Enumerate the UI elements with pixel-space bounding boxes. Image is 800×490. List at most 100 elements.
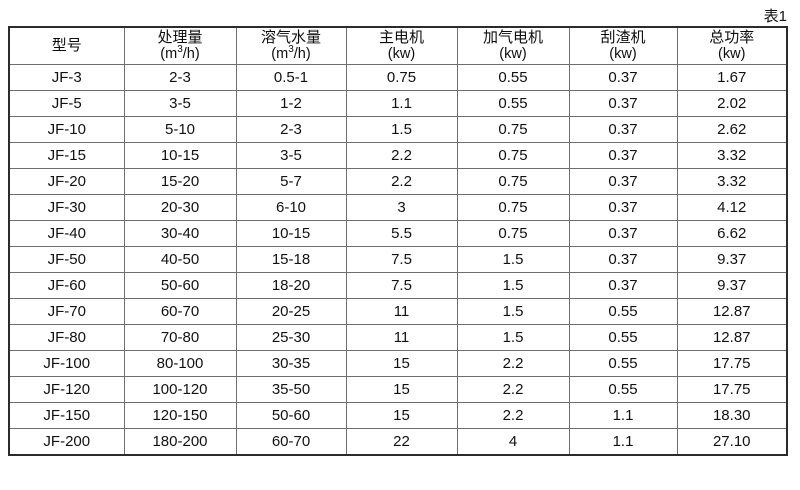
table-cell: 7.5	[345, 272, 458, 299]
table-cell: 0.37	[568, 246, 678, 273]
table-cell: 0.55	[568, 350, 678, 377]
table-row: JF-10 5-10 2-3 1.5 0.75 0.37 2.62	[8, 116, 788, 143]
table-row: JF-30 20-30 6-10 3 0.75 0.37 4.12	[8, 194, 788, 221]
table-row: JF-120 100-120 35-50 15 2.2 0.55 17.75	[8, 376, 788, 403]
table-row: JF-20 15-20 5-7 2.2 0.75 0.37 3.32	[8, 168, 788, 195]
column-header: 总功率 (kw)	[676, 26, 788, 65]
table-cell: 25-30	[235, 324, 347, 351]
column-header: 处理量 (m3/h)	[123, 26, 237, 65]
table-cell: 3	[345, 194, 458, 221]
table-cell: 0.75	[456, 168, 570, 195]
table-cell: 0.55	[456, 64, 570, 91]
spec-table-header: 型号 处理量 (m3/h) 溶气水量 (m3/h) 主电机 (kw) 加气电机 (kw) 刮渣机(…	[8, 26, 788, 65]
table-cell: 120-150	[123, 402, 237, 429]
table-cell: 7.5	[345, 246, 458, 273]
table-cell: 10-15	[123, 142, 237, 169]
table-cell: JF-70	[8, 298, 125, 325]
table-cell: 40-50	[123, 246, 237, 273]
table-cell: 22	[345, 428, 458, 456]
column-header: 溶气水量 (m3/h)	[235, 26, 347, 65]
table-cell: 27.10	[676, 428, 788, 456]
table-cell: 2.2	[456, 350, 570, 377]
table-cell: 15	[345, 402, 458, 429]
table-cell: 15	[345, 376, 458, 403]
table-row: JF-3 2-3 0.5-1 0.75 0.55 0.37 1.67	[8, 64, 788, 91]
table-cell: JF-200	[8, 428, 125, 456]
table-row: JF-40 30-40 10-15 5.5 0.75 0.37 6.62	[8, 220, 788, 247]
table-cell: 0.37	[568, 194, 678, 221]
table-cell: JF-20	[8, 168, 125, 195]
table-cell: 20-25	[235, 298, 347, 325]
table-cell: 20-30	[123, 194, 237, 221]
table-cell: 12.87	[676, 324, 788, 351]
column-header-label: 型号	[51, 37, 82, 55]
table-cell: 1.5	[456, 272, 570, 299]
table-cell: 0.55	[568, 376, 678, 403]
table-cell: JF-30	[8, 194, 125, 221]
table-cell: 3.32	[676, 168, 788, 195]
table-cell: 18.30	[676, 402, 788, 429]
table-cell: 12.87	[676, 298, 788, 325]
table-cell: 60-70	[123, 298, 237, 325]
spec-table: 型号 处理量 (m3/h) 溶气水量 (m3/h) 主电机 (kw) 加气电机 (kw) 刮渣机(…	[8, 26, 788, 456]
table-cell: 4.12	[676, 194, 788, 221]
table-row: JF-5 3-5 1-2 1.1 0.55 0.37 2.02	[8, 90, 788, 117]
table-cell: 2.2	[345, 168, 458, 195]
table-row: JF-80 70-80 25-30 11 1.5 0.55 12.87	[8, 324, 788, 351]
table-cell: 0.37	[568, 272, 678, 299]
table-cell: 0.37	[568, 220, 678, 247]
column-header-label: 主电机	[378, 29, 424, 47]
column-header-unit: (kw)	[718, 46, 746, 63]
table-cell: 0.75	[456, 220, 570, 247]
table-cell: 0.75	[456, 116, 570, 143]
table-cell: 70-80	[123, 324, 237, 351]
column-header-unit: (m3/h)	[271, 44, 311, 63]
table-cell: 0.37	[568, 90, 678, 117]
table-cell: 0.55	[456, 90, 570, 117]
table-cell: 0.37	[568, 116, 678, 143]
table-cell: 1.1	[568, 402, 678, 429]
column-header-unit: (m3/h)	[160, 44, 200, 63]
table-row: JF-15 10-15 3-5 2.2 0.75 0.37 3.32	[8, 142, 788, 169]
table-cell: 50-60	[235, 402, 347, 429]
column-header: 型号	[8, 26, 125, 65]
table-cell: 3-5	[123, 90, 237, 117]
table-cell: JF-80	[8, 324, 125, 351]
table-cell: 6-10	[235, 194, 347, 221]
table-cell: 11	[345, 298, 458, 325]
table-cell: 17.75	[676, 376, 788, 403]
table-cell: 9.37	[676, 272, 788, 299]
table-cell: 2.2	[345, 142, 458, 169]
table-cell: JF-5	[8, 90, 125, 117]
column-header-unit: (kw)	[499, 46, 527, 63]
table-cell: 1.1	[345, 90, 458, 117]
table-cell: 15-18	[235, 246, 347, 273]
table-cell: 0.37	[568, 142, 678, 169]
table-cell: 60-70	[235, 428, 347, 456]
column-header-label: 总功率	[709, 29, 755, 47]
table-row: JF-70 60-70 20-25 11 1.5 0.55 12.87	[8, 298, 788, 325]
table-cell: 3-5	[235, 142, 347, 169]
table-cell: 1.67	[676, 64, 788, 91]
table-cell: 6.62	[676, 220, 788, 247]
table-row: JF-50 40-50 15-18 7.5 1.5 0.37 9.37	[8, 246, 788, 273]
column-header-label: 刮渣机	[600, 29, 646, 47]
table-cell: 5-7	[235, 168, 347, 195]
table-cell: 1-2	[235, 90, 347, 117]
table-caption-label: 表1	[763, 8, 787, 25]
column-header: 刮渣机 (kw)	[568, 26, 678, 65]
table-cell: JF-3	[8, 64, 125, 91]
table-cell: 11	[345, 324, 458, 351]
table-cell: 2-3	[123, 64, 237, 91]
table-cell: 0.37	[568, 168, 678, 195]
table-cell: 15	[345, 350, 458, 377]
header-row: 型号 处理量 (m3/h) 溶气水量 (m3/h) 主电机 (kw) 加气电机 (kw) 刮渣机(…	[8, 26, 788, 65]
table-cell: 5.5	[345, 220, 458, 247]
table-cell: 2.2	[456, 376, 570, 403]
table-cell: 35-50	[235, 376, 347, 403]
table-cell: 0.5-1	[235, 64, 347, 91]
table-cell: 2-3	[235, 116, 347, 143]
column-header-label: 加气电机	[482, 29, 543, 47]
column-header-unit: (kw)	[387, 46, 416, 63]
